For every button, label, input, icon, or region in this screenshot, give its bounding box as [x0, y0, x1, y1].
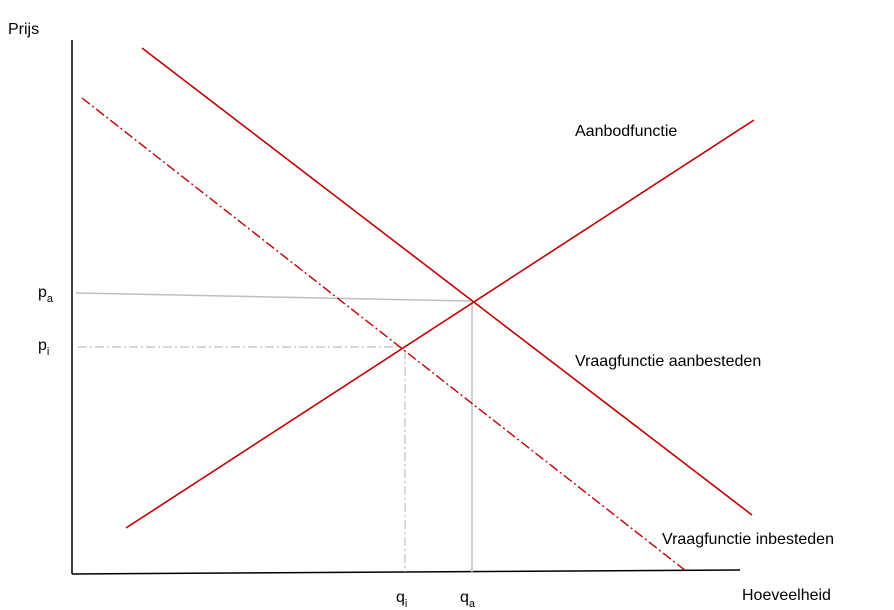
- supply-curve: [125, 119, 755, 529]
- y-axis-label: Prijs: [8, 21, 39, 38]
- demand-inhouse-label: Vraagfunctie inbesteden: [662, 531, 834, 548]
- supply-label: Aanbodfunctie: [575, 123, 677, 140]
- x-axis: [71, 569, 741, 575]
- demand-tender-label: Vraagfunctie aanbesteden: [575, 353, 761, 370]
- demand-tender-curve: [141, 47, 753, 516]
- p-a-marker: pa: [38, 284, 54, 305]
- q-a-marker: qa: [460, 589, 476, 610]
- p-i-marker: pi: [38, 337, 49, 358]
- q-i-marker: qi: [396, 589, 407, 610]
- x-axis-label: Hoeveelheid: [742, 587, 831, 604]
- p-a-guide-line: [75, 292, 471, 302]
- demand-inhouse-curve: [81, 97, 687, 572]
